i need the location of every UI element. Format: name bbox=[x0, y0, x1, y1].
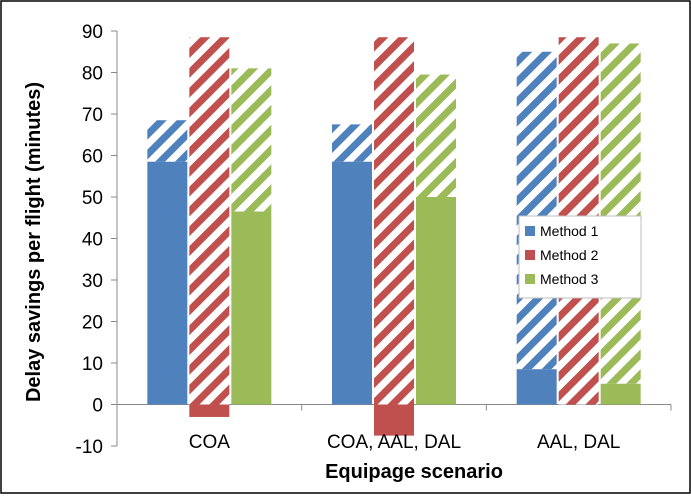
bar-solid-method-3 bbox=[231, 211, 272, 405]
bar-solid-method-1 bbox=[332, 161, 372, 405]
y-tick-label: 40 bbox=[82, 230, 103, 251]
legend-box bbox=[518, 215, 642, 299]
legend-label: Method 3 bbox=[540, 271, 599, 287]
legend-swatch bbox=[525, 274, 535, 284]
y-tick-label: 30 bbox=[82, 271, 103, 292]
bar-solid-method-1 bbox=[516, 369, 557, 405]
legend-label: Method 2 bbox=[540, 247, 599, 263]
x-tick-label: AAL, DAL bbox=[537, 432, 620, 453]
legend-label: Method 1 bbox=[540, 223, 599, 239]
bar-hatched-method-2 bbox=[374, 37, 414, 405]
bar-solid-method-3 bbox=[600, 383, 641, 405]
bar-solid-method-3 bbox=[416, 197, 456, 405]
bar-hatched-method-3 bbox=[600, 43, 641, 384]
bar-solid-method-2 bbox=[374, 404, 414, 436]
y-tick-label: 70 bbox=[82, 105, 103, 126]
y-tick-label: 60 bbox=[82, 147, 103, 168]
x-tick-label: COA, AAL, DAL bbox=[327, 432, 461, 453]
bar-hatched-method-2 bbox=[189, 37, 230, 405]
bar-hatched-method-1 bbox=[332, 124, 372, 162]
y-axis-title-group: Delay savings per flight (minutes) bbox=[23, 82, 45, 402]
bar-solid-method-1 bbox=[147, 161, 188, 405]
bar-hatched-method-1 bbox=[147, 120, 188, 162]
y-axis-title: Delay savings per flight (minutes) bbox=[23, 82, 45, 402]
legend-swatch bbox=[525, 226, 535, 236]
bar-solid-method-2 bbox=[189, 404, 230, 417]
y-tick-label: 80 bbox=[82, 64, 103, 85]
y-tick-label: 90 bbox=[82, 22, 103, 43]
bar-hatched-method-1 bbox=[516, 51, 557, 370]
legend-swatch bbox=[525, 250, 535, 260]
x-axis-title: Equipage scenario bbox=[325, 461, 503, 483]
bar-hatched-method-3 bbox=[416, 74, 456, 197]
y-tick-label: -10 bbox=[76, 437, 103, 458]
y-tick-label: 0 bbox=[92, 396, 103, 417]
y-tick-label: 10 bbox=[82, 354, 103, 375]
y-tick-label: 20 bbox=[82, 313, 103, 334]
x-tick-label: COA bbox=[189, 432, 231, 453]
y-tick-label: 50 bbox=[82, 188, 103, 209]
bar-hatched-method-3 bbox=[231, 68, 272, 212]
